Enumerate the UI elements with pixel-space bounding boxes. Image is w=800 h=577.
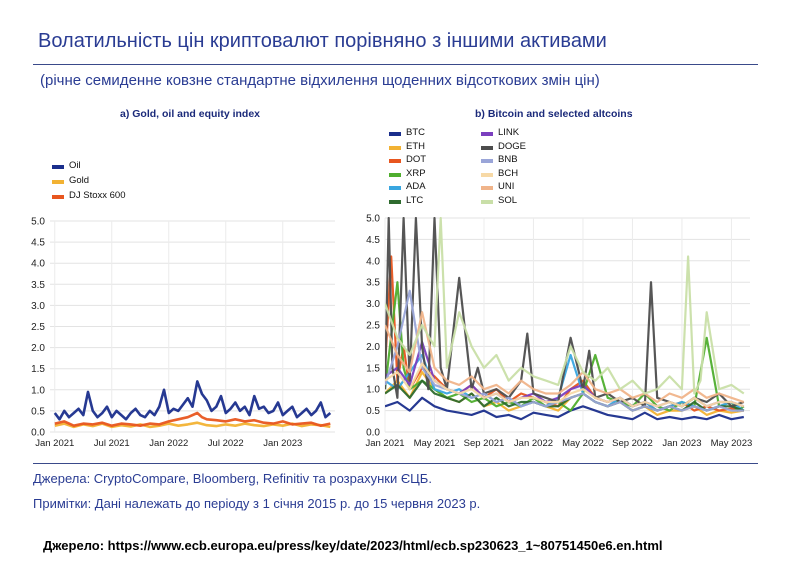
x-tick-label: Jan 2021: [35, 438, 74, 449]
y-tick-label: 1.0: [31, 385, 45, 396]
series-line-doge: [385, 217, 745, 408]
series-line-ada: [385, 353, 745, 412]
y-tick-label: 3.0: [366, 299, 380, 310]
y-tick-label: 0.0: [31, 428, 45, 439]
x-tick-label: May 2021: [414, 438, 456, 449]
legend-label: LTC: [406, 194, 424, 206]
series-line-uni: [385, 311, 745, 404]
legend-swatch: [481, 132, 493, 136]
legend-swatch: [389, 186, 401, 190]
legend-swatch: [481, 199, 493, 204]
legend-label: XRP: [406, 167, 426, 179]
page-title: Волатильність цін криптовалют порівняно …: [38, 30, 607, 52]
legend-swatch: [52, 195, 64, 199]
legend-label: BNB: [498, 154, 518, 165]
y-tick-label: 3.5: [366, 278, 380, 289]
y-tick-label: 1.5: [31, 364, 45, 375]
y-tick-label: 3.5: [31, 280, 45, 291]
legend-label: ADA: [406, 181, 426, 192]
footer-notes: Примітки: Дані належать до періоду з 1 с…: [33, 496, 481, 511]
legend-swatch: [389, 199, 401, 204]
source-link[interactable]: Джерело: https://www.ecb.europa.eu/press…: [43, 538, 663, 553]
series-line-sol: [385, 217, 745, 395]
legend-swatch: [389, 172, 401, 177]
legend-label: DOGE: [498, 140, 526, 152]
x-tick-label: May 2022: [562, 438, 604, 449]
legend-label: LINK: [498, 127, 520, 138]
volatility-charts: 0.0 0.5 1.0 1.5 2.0 2.5 3.0 3.5 4.0 4.5 5.0 Jan 202…: [31, 214, 753, 450]
legend-swatch: [52, 165, 64, 169]
legend-swatch: [389, 159, 401, 163]
x-tick-label: Sep 2021: [464, 438, 505, 449]
panel-a-title: a) Gold, oil and equity index: [120, 108, 261, 120]
legend-label: Oil: [69, 160, 81, 171]
legend-label: BTC: [406, 127, 425, 138]
legend-label: Gold: [69, 175, 90, 186]
y-tick-label: 1.0: [366, 385, 380, 396]
y-tick-label: 5.0: [366, 214, 380, 225]
legend-label: UNI: [498, 181, 515, 192]
legend-label: ETH: [406, 140, 425, 152]
y-tick-label: 4.5: [31, 238, 45, 249]
legend-label: BCH: [498, 167, 519, 179]
panel-b-title: b) Bitcoin and selected altcoins: [475, 108, 633, 120]
legend-swatch: [481, 145, 493, 150]
page-subtitle: (річне семиденне ковзне стандартне відхи…: [40, 72, 600, 89]
legend-panel-b: BTC ETH DOT XRP ADA LTC LINK DOGE BNB BCH UNI SOL: [389, 127, 589, 207]
y-tick-label: 5.0: [31, 217, 45, 228]
legend-swatch: [389, 145, 401, 150]
legend-swatch: [389, 132, 401, 136]
y-tick-label: 0.5: [366, 406, 380, 417]
x-tick-label: Jan 2023: [662, 438, 701, 449]
title-divider: [33, 64, 758, 65]
y-tick-label: 2.5: [366, 321, 380, 332]
series-line-bch: [385, 362, 745, 408]
series-line-oil: [53, 380, 332, 421]
x-tick-label: Sep 2022: [612, 438, 653, 449]
y-tick-label: 2.0: [31, 343, 45, 354]
y-tick-label: 2.5: [31, 322, 45, 333]
legend-label: DOT: [406, 154, 427, 165]
y-tick-label: 1.5: [366, 363, 380, 374]
legend-swatch: [52, 180, 64, 184]
x-tick-label: Jan 2022: [514, 438, 553, 449]
y-tick-label: 4.0: [31, 259, 45, 270]
x-tick-label: Jan 2023: [263, 438, 302, 449]
x-tick-label: Jan 2022: [149, 438, 188, 449]
legend-swatch: [481, 159, 493, 163]
y-tick-label: 0.5: [31, 406, 45, 417]
footer-divider: [33, 463, 758, 464]
series-line-dj-stoxx-600: [54, 411, 331, 428]
legend-swatch: [481, 172, 493, 177]
x-tick-label: Jan 2021: [365, 438, 404, 449]
y-tick-label: 2.0: [366, 342, 380, 353]
y-tick-label: 4.5: [366, 235, 380, 246]
x-tick-label: Jul 2022: [208, 438, 244, 449]
legend-label: DJ Stoxx 600: [69, 190, 126, 201]
y-tick-label: 4.0: [366, 256, 380, 267]
footer-sources: Джерела: CryptoCompare, Bloomberg, Refin…: [33, 471, 432, 486]
series-line-btc: [385, 396, 744, 421]
y-tick-label: 0.0: [366, 428, 380, 439]
legend-label: SOL: [498, 194, 518, 206]
x-tick-label: May 2023: [711, 438, 753, 449]
x-tick-label: Jul 2021: [94, 438, 130, 449]
legend-swatch: [481, 186, 493, 190]
y-tick-label: 3.0: [31, 301, 45, 312]
legend-panel-a: Oil Gold DJ Stoxx 600: [52, 160, 192, 210]
